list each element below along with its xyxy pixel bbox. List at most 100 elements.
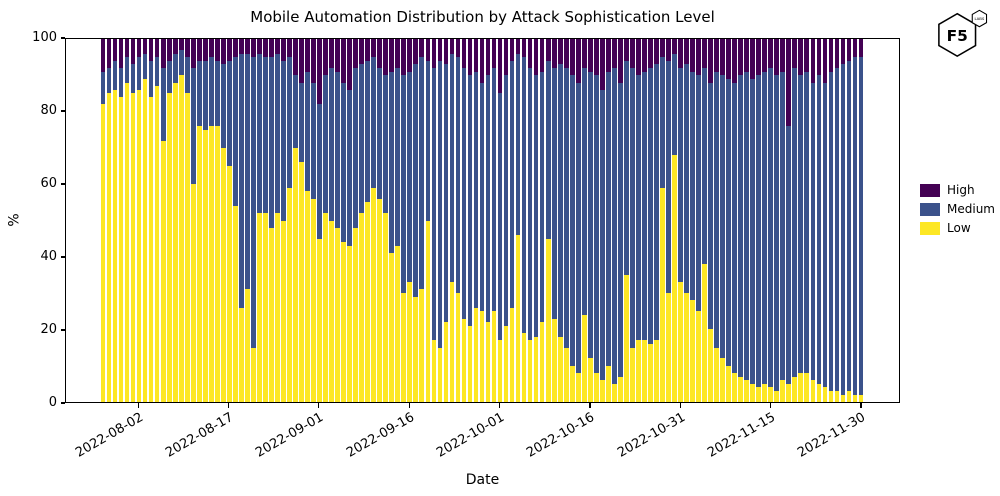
bar-segment-high xyxy=(455,39,461,58)
bar-2022-08-13 xyxy=(202,39,208,402)
bar-segment-medium xyxy=(834,68,840,392)
bar-segment-medium xyxy=(786,126,792,384)
bar-2022-09-21 xyxy=(437,39,443,402)
bar-2022-11-15 xyxy=(768,39,774,402)
bar-segment-medium xyxy=(816,75,822,384)
bar-2022-09-27 xyxy=(473,39,479,402)
bar-segment-medium xyxy=(407,71,413,283)
bar-segment-medium xyxy=(509,60,515,308)
bar-2022-11-13 xyxy=(756,39,762,402)
bar-segment-high xyxy=(828,39,834,72)
bar-segment-high xyxy=(587,39,593,72)
bar-2022-08-29 xyxy=(299,39,305,402)
bar-segment-medium xyxy=(618,82,623,377)
bar-segment-low xyxy=(726,365,731,402)
bar-segment-high xyxy=(611,39,617,69)
bar-segment-medium xyxy=(263,57,268,214)
bar-segment-medium xyxy=(648,68,653,344)
bar-segment-high xyxy=(178,39,184,50)
bar-2022-11-06 xyxy=(714,39,720,402)
bar-segment-medium xyxy=(732,82,737,373)
bar-segment-low xyxy=(148,97,154,402)
bar-2022-10-22 xyxy=(623,39,629,402)
bar-segment-medium xyxy=(136,57,142,90)
bar-segment-low xyxy=(605,365,611,402)
bar-segment-high xyxy=(768,39,774,69)
bar-2022-08-02 xyxy=(136,39,142,402)
bar-segment-high xyxy=(726,39,731,79)
bar-segment-medium xyxy=(148,60,154,98)
bar-2022-09-06 xyxy=(347,39,353,402)
bar-2022-11-17 xyxy=(780,39,786,402)
bar-segment-low xyxy=(545,238,551,402)
bar-segment-low xyxy=(413,296,419,402)
bar-segment-low xyxy=(341,242,346,402)
bar-segment-low xyxy=(160,140,166,402)
bar-2022-11-21 xyxy=(804,39,810,402)
bar-segment-medium xyxy=(455,57,461,294)
x-tick-mark xyxy=(408,403,410,408)
bar-segment-low xyxy=(497,340,503,402)
bar-2022-11-05 xyxy=(708,39,714,402)
bar-segment-high xyxy=(804,39,810,72)
bar-segment-medium xyxy=(275,53,280,214)
bar-segment-high xyxy=(287,39,292,58)
bar-segment-medium xyxy=(690,71,695,301)
bar-segment-medium xyxy=(202,60,208,130)
bar-segment-high xyxy=(636,39,641,76)
y-tick-mark xyxy=(61,402,65,404)
bar-2022-10-06 xyxy=(527,39,533,402)
bar-segment-low xyxy=(130,93,136,402)
bar-segment-high xyxy=(762,39,768,72)
bar-2022-08-31 xyxy=(311,39,317,402)
bar-segment-medium xyxy=(624,60,629,275)
bar-segment-medium xyxy=(515,53,521,236)
bar-segment-medium xyxy=(828,71,834,392)
bar-2022-11-24 xyxy=(822,39,828,402)
bar-2022-10-27 xyxy=(653,39,659,402)
bar-2022-10-09 xyxy=(545,39,551,402)
bar-segment-medium xyxy=(557,64,563,337)
bar-2022-10-05 xyxy=(521,39,527,402)
bar-segment-low xyxy=(527,340,533,402)
bar-segment-low xyxy=(257,213,262,402)
bar-segment-high xyxy=(124,39,130,58)
bar-2022-08-26 xyxy=(280,39,286,402)
bar-segment-low xyxy=(798,372,804,402)
bar-segment-high xyxy=(618,39,623,83)
bar-segment-high xyxy=(449,39,455,54)
bar-2022-08-03 xyxy=(142,39,148,402)
bar-2022-09-14 xyxy=(395,39,401,402)
bar-2022-10-16 xyxy=(587,39,593,402)
bar-segment-high xyxy=(654,39,659,65)
bar-segment-medium xyxy=(846,60,852,392)
bar-segment-high xyxy=(148,39,154,61)
bar-segment-medium xyxy=(774,75,780,392)
bar-segment-low xyxy=(732,372,737,402)
bar-segment-high xyxy=(792,39,798,69)
bar-segment-low xyxy=(251,347,256,402)
bar-2022-08-25 xyxy=(274,39,280,402)
bar-segment-medium xyxy=(172,53,178,83)
bar-segment-high xyxy=(407,39,413,72)
bar-segment-low xyxy=(696,311,701,402)
bar-segment-medium xyxy=(178,49,184,76)
bar-segment-high xyxy=(708,39,713,83)
bar-segment-low xyxy=(208,126,214,402)
bar-segment-high xyxy=(750,39,756,79)
chart-title: Mobile Automation Distribution by Attack… xyxy=(250,8,715,26)
bar-segment-medium xyxy=(112,60,118,90)
bar-segment-low xyxy=(305,191,310,402)
bar-segment-high xyxy=(136,39,142,58)
bar-segment-low xyxy=(804,372,810,402)
bar-segment-low xyxy=(269,227,274,402)
bar-segment-medium xyxy=(371,57,377,188)
bar-segment-medium xyxy=(208,57,214,127)
bar-segment-low xyxy=(281,220,286,402)
bar-2022-11-18 xyxy=(786,39,792,402)
bar-segment-high xyxy=(401,39,407,76)
bar-2022-08-30 xyxy=(305,39,311,402)
bar-2022-09-29 xyxy=(485,39,491,402)
bar-segment-high xyxy=(184,39,190,58)
bar-segment-low xyxy=(461,318,467,402)
